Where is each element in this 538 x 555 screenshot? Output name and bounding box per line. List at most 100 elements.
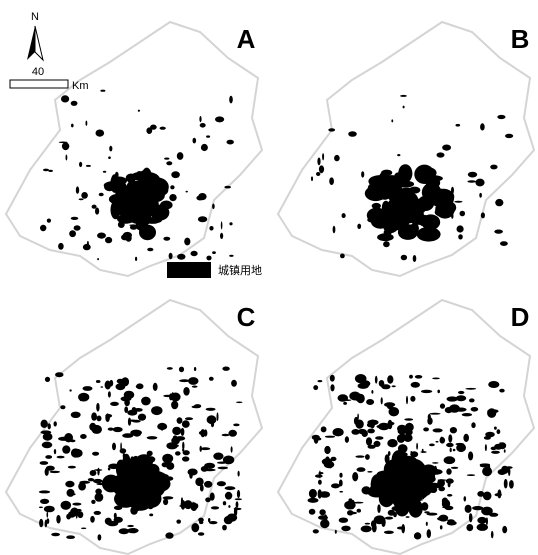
urban-patch <box>162 462 169 467</box>
urban-patch <box>464 496 467 501</box>
urban-patch <box>437 390 440 394</box>
urban-patch <box>468 172 477 178</box>
urban-patch <box>384 229 392 236</box>
urban-patch <box>482 467 492 476</box>
urban-patch <box>105 414 112 418</box>
urban-patch <box>66 535 75 539</box>
urban-patch <box>124 406 128 413</box>
urban-patch <box>456 443 466 452</box>
urban-patch <box>91 425 102 434</box>
urban-patch <box>497 489 501 498</box>
urban-patch <box>319 471 321 479</box>
urban-patch <box>416 485 423 490</box>
urban-patch <box>367 429 375 434</box>
urban-patch <box>74 225 81 230</box>
urban-patch <box>51 533 60 536</box>
urban-patch <box>446 468 451 474</box>
urban-patch <box>381 170 392 176</box>
urban-patch <box>427 178 434 185</box>
urban-patch <box>112 443 116 451</box>
scale-bar <box>10 80 68 88</box>
urban-patch <box>124 399 130 406</box>
urban-patch <box>335 530 337 534</box>
urban-patch <box>477 524 488 531</box>
scale-unit: Km <box>72 80 89 92</box>
urban-patch <box>87 241 89 247</box>
urban-patch <box>183 450 190 455</box>
panel-label: A <box>237 24 256 54</box>
urban-patch <box>340 254 345 259</box>
urban-patch <box>465 388 476 390</box>
urban-patch <box>177 152 184 160</box>
urban-patch <box>465 505 472 513</box>
urban-patch <box>331 483 340 488</box>
urban-patch <box>104 183 115 191</box>
urban-patch <box>98 534 102 540</box>
urban-patch <box>315 474 323 477</box>
urban-patch <box>388 451 391 456</box>
urban-patch <box>397 527 405 530</box>
urban-patch <box>235 498 242 500</box>
urban-patch <box>71 124 74 128</box>
urban-patch <box>228 505 230 508</box>
urban-patch <box>228 430 237 437</box>
urban-patch <box>181 428 185 436</box>
urban-patch <box>357 509 361 513</box>
urban-patch <box>483 492 492 501</box>
urban-patch <box>401 502 411 511</box>
urban-patch <box>217 481 226 486</box>
urban-patch <box>75 509 82 512</box>
urban-patch <box>118 221 125 228</box>
urban-patch <box>97 468 99 476</box>
urban-patch <box>70 440 76 443</box>
urban-patch <box>45 455 52 459</box>
urban-patch <box>380 212 386 214</box>
urban-patch <box>387 439 397 447</box>
urban-patch <box>148 456 156 462</box>
urban-patch <box>357 414 359 420</box>
urban-patch <box>309 489 317 498</box>
urban-patch <box>227 140 234 145</box>
urban-patch <box>166 161 172 165</box>
urban-patch <box>435 207 453 217</box>
urban-patch <box>137 462 146 470</box>
urban-patch <box>209 226 213 231</box>
urban-patch <box>103 171 106 173</box>
urban-patch <box>504 479 508 489</box>
urban-patch <box>204 463 215 469</box>
urban-patch <box>418 478 423 480</box>
urban-patch <box>177 254 185 260</box>
urban-patch <box>179 379 190 382</box>
urban-patch <box>188 469 198 476</box>
urban-patch <box>467 474 475 476</box>
urban-patch <box>436 441 439 443</box>
urban-patch <box>403 106 405 109</box>
urban-patch <box>361 171 364 177</box>
urban-patch <box>454 201 462 203</box>
urban-patch <box>364 488 368 494</box>
urban-patch <box>497 429 501 434</box>
urban-patch <box>414 463 425 471</box>
urban-patch <box>68 511 76 518</box>
urban-patch <box>319 509 325 515</box>
urban-patch <box>385 517 393 520</box>
urban-patch <box>188 377 198 385</box>
urban-patch <box>39 490 50 493</box>
urban-patch <box>56 515 60 524</box>
urban-patch <box>117 478 127 482</box>
urban-patch <box>407 483 413 492</box>
urban-patch <box>101 386 104 388</box>
urban-patch <box>388 468 392 473</box>
urban-patch <box>60 405 65 409</box>
urban-patch <box>175 451 181 455</box>
urban-patch <box>147 436 158 439</box>
urban-patch <box>416 443 418 450</box>
urban-patch <box>500 241 508 246</box>
urban-patch <box>211 421 214 427</box>
urban-patch <box>211 506 219 509</box>
urban-patch <box>108 468 111 471</box>
urban-patch <box>109 146 112 152</box>
urban-patch <box>231 446 233 452</box>
urban-patch <box>171 401 178 410</box>
urban-patch <box>123 453 126 459</box>
